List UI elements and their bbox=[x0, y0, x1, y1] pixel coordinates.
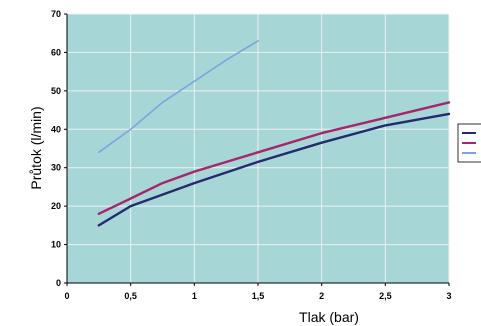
y-tick-label: 60 bbox=[51, 47, 61, 57]
x-tick-label: 3 bbox=[446, 291, 451, 301]
y-tick-label: 20 bbox=[51, 201, 61, 211]
y-tick-label: 70 bbox=[51, 9, 61, 19]
grid-lines bbox=[67, 13, 450, 283]
legend bbox=[457, 123, 481, 163]
y-tick-label: 40 bbox=[51, 124, 61, 134]
series-lines bbox=[97, 40, 451, 227]
x-tick-label: 2 bbox=[319, 291, 324, 301]
y-tick-label: 30 bbox=[51, 163, 61, 173]
y-tick-label: 0 bbox=[56, 278, 61, 288]
x-tick-label: 0 bbox=[64, 291, 69, 301]
y-axis-title: Průtok (l/min) bbox=[28, 106, 44, 189]
x-tick-label: 1,5 bbox=[252, 291, 265, 301]
series-line-2 bbox=[97, 101, 451, 216]
series-line-1 bbox=[97, 112, 451, 227]
x-axis-title: Tlak (bar) bbox=[299, 309, 359, 325]
series-line-3 bbox=[98, 40, 259, 154]
x-axis-ticks: 0 0,5 1 1,5 2 2,5 3 bbox=[64, 283, 452, 301]
y-tick-label: 50 bbox=[51, 86, 61, 96]
x-tick-label: 0,5 bbox=[124, 291, 137, 301]
y-axis-ticks: 0 10 20 30 40 50 60 70 bbox=[51, 9, 67, 288]
x-tick-label: 2,5 bbox=[379, 291, 392, 301]
x-tick-label: 1 bbox=[192, 291, 197, 301]
y-tick-label: 10 bbox=[51, 240, 61, 250]
